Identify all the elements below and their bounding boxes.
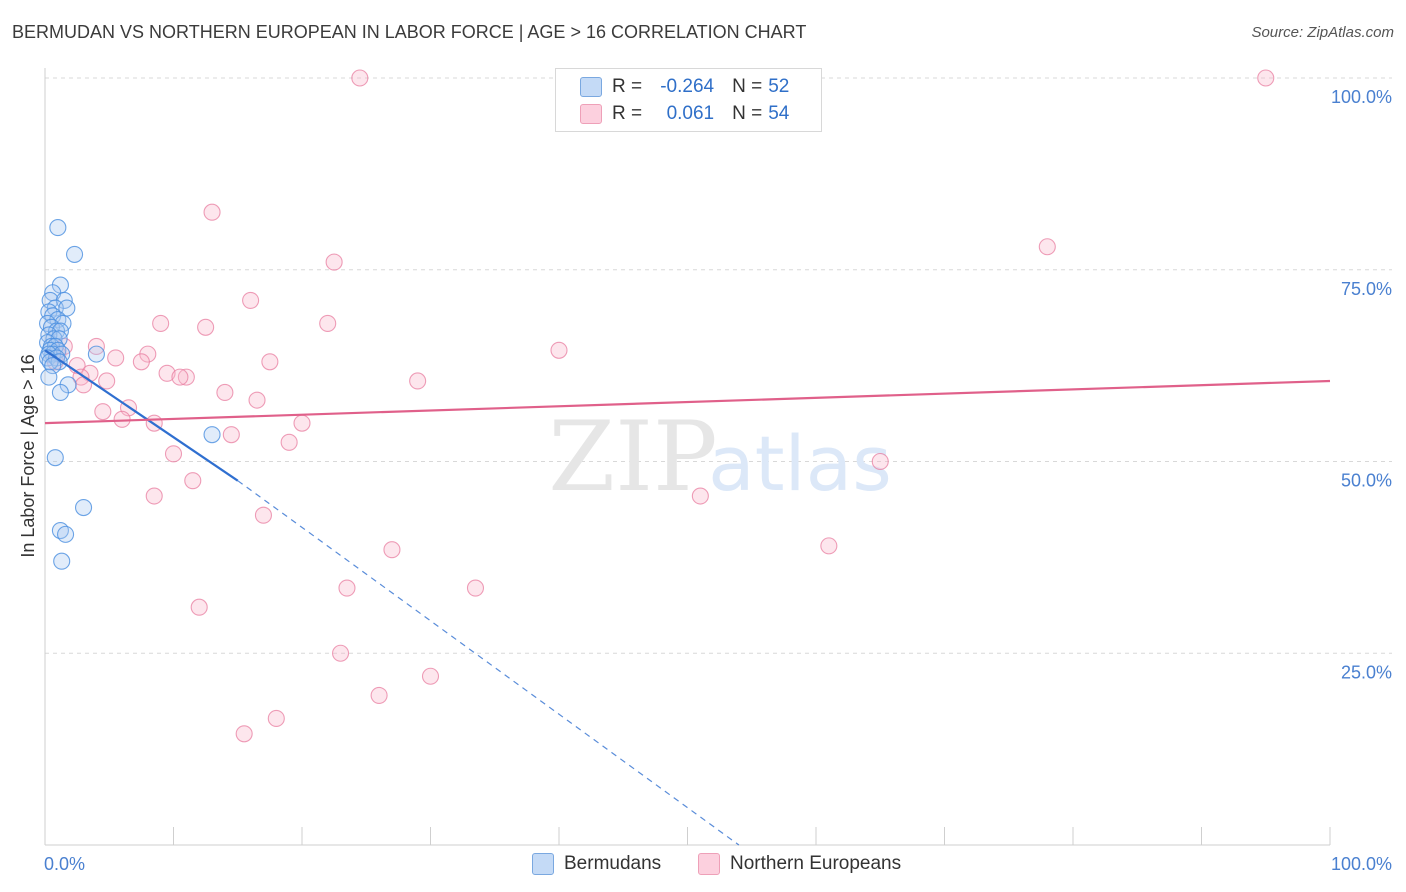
legend-r-value: 0.061 — [666, 103, 715, 124]
legend-swatch-pink — [580, 104, 602, 124]
data-point-northern-europeans — [203, 203, 221, 221]
data-point-northern-europeans — [235, 725, 253, 743]
legend-swatch-blue — [580, 77, 602, 97]
data-point-northern-europeans — [466, 579, 485, 597]
data-point-northern-europeans — [190, 598, 208, 616]
y-tick-label: 75.0% — [1341, 279, 1392, 299]
y-tick-label: 50.0% — [1341, 471, 1392, 491]
trend-line-bermudans — [44, 349, 239, 482]
watermark: ZIP atlas — [548, 401, 891, 513]
legend-swatch-blue — [532, 853, 554, 875]
data-point-bermudans — [57, 525, 75, 543]
data-point-bermudans — [40, 368, 58, 386]
series-northern-europeans — [46, 69, 1275, 743]
bottom-legend-northern-europeans: Northern Europeans — [698, 851, 901, 877]
y-tick-label: 100.0% — [1331, 87, 1392, 107]
data-point-bermudans — [75, 498, 93, 517]
y-axis-label: In Labor Force | Age > 16 — [18, 354, 38, 557]
trend-line-bermudans-extension — [237, 480, 740, 846]
data-point-northern-europeans — [171, 368, 189, 386]
data-point-bermudans — [51, 383, 69, 402]
data-point-northern-europeans — [338, 579, 356, 597]
data-point-northern-europeans — [871, 452, 889, 471]
grid-lines — [45, 77, 1392, 654]
data-point-northern-europeans — [319, 314, 337, 332]
source-label: Source: ZipAtlas.com — [1251, 24, 1394, 41]
chart-title: BERMUDAN VS NORTHERN EUROPEAN IN LABOR F… — [12, 22, 807, 42]
data-point-northern-europeans — [820, 537, 838, 555]
y-tick-label: 25.0% — [1341, 662, 1392, 682]
data-point-northern-europeans — [242, 291, 260, 309]
data-point-northern-europeans — [184, 472, 202, 490]
x-tick-label: 0.0% — [44, 854, 85, 874]
data-point-northern-europeans — [152, 314, 170, 332]
data-point-northern-europeans — [132, 353, 150, 371]
watermark-zip: ZIP — [548, 401, 717, 513]
data-point-northern-europeans — [158, 364, 176, 382]
data-point-bermudans — [203, 426, 221, 444]
watermark-atlas: atlas — [708, 419, 892, 508]
legend-r-label: R = — [612, 103, 643, 124]
legend-r-label: R = — [612, 76, 643, 97]
data-point-northern-europeans — [216, 383, 234, 402]
legend-row-northern-europeans: R = 0.061 N = 54 — [580, 101, 789, 127]
data-point-northern-europeans — [261, 353, 279, 371]
data-point-northern-europeans — [267, 709, 285, 727]
legend-r-value: -0.264 — [660, 76, 715, 97]
data-point-northern-europeans — [280, 433, 298, 451]
data-point-northern-europeans — [222, 426, 240, 444]
data-point-northern-europeans — [107, 349, 125, 367]
data-point-northern-europeans — [331, 644, 350, 662]
data-point-bermudans — [87, 345, 105, 363]
data-point-northern-europeans — [94, 403, 112, 421]
data-point-northern-europeans — [1257, 69, 1275, 87]
correlation-legend: R = -0.264 N = 52 R = 0.061 N = 54 — [555, 68, 822, 132]
data-point-northern-europeans — [383, 541, 401, 559]
data-point-northern-europeans — [409, 372, 427, 390]
data-point-northern-europeans — [550, 341, 568, 359]
legend-swatch-pink — [698, 853, 720, 875]
legend-n-value: 54 — [768, 103, 790, 124]
bottom-legend-bermudans: Bermudans — [532, 851, 661, 877]
data-point-northern-europeans — [325, 253, 343, 271]
legend-label: Northern Europeans — [730, 853, 902, 874]
data-point-northern-europeans — [164, 445, 183, 463]
data-point-northern-europeans — [113, 410, 131, 428]
legend-label: Bermudans — [564, 853, 662, 874]
data-point-bermudans — [66, 245, 84, 263]
data-point-northern-europeans — [293, 414, 311, 432]
data-point-northern-europeans — [691, 487, 709, 505]
legend-row-bermudans: R = -0.264 N = 52 — [580, 74, 789, 100]
data-point-northern-europeans — [370, 686, 388, 704]
axes — [44, 68, 1331, 846]
data-point-northern-europeans — [351, 69, 369, 87]
data-point-northern-europeans — [98, 372, 116, 390]
tick-labels: 25.0% 50.0% 75.0% 100.0% 0.0% 100.0% — [44, 87, 1392, 874]
data-point-northern-europeans — [248, 391, 266, 409]
legend-n-value: 52 — [768, 76, 790, 97]
data-point-northern-europeans — [421, 667, 440, 685]
legend-n-label: N = — [732, 103, 763, 124]
data-point-bermudans — [49, 219, 67, 237]
x-tick-label: 100.0% — [1331, 854, 1392, 874]
data-point-northern-europeans — [145, 487, 163, 505]
data-point-northern-europeans — [254, 506, 273, 524]
trend-lines — [44, 349, 1331, 846]
data-point-bermudans — [46, 449, 64, 467]
data-point-northern-europeans — [197, 318, 215, 336]
data-point-northern-europeans — [177, 368, 195, 386]
series-bermudans — [39, 219, 221, 570]
data-point-northern-europeans — [1038, 238, 1056, 256]
trend-line-northern-europeans — [44, 379, 1331, 425]
data-point-bermudans — [53, 552, 71, 570]
legend-n-label: N = — [732, 76, 763, 97]
